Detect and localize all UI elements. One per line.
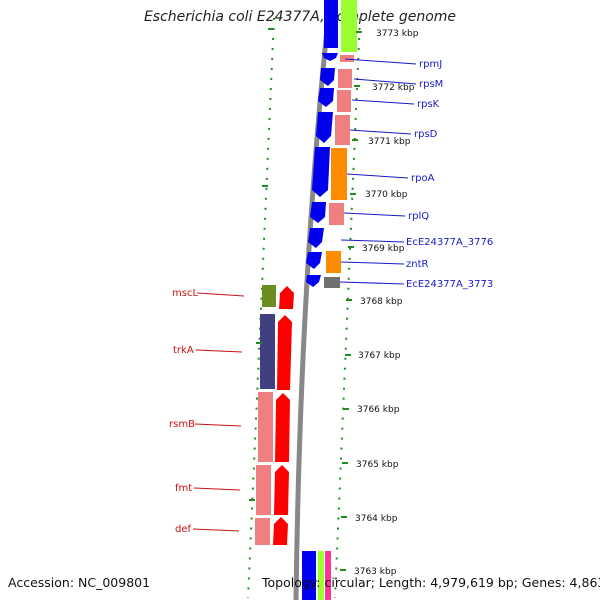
gene-arrow[interactable] [320,68,335,86]
gene-label[interactable]: rpoA [411,173,435,184]
tick-labels: 3773 kbp 3772 kbp 3771 kbp 3770 kbp 3769… [354,29,419,577]
cog-box[interactable] [326,251,341,273]
cog-box[interactable] [260,314,275,389]
gene-arrow[interactable] [302,551,316,600]
gene-arrow[interactable] [322,53,338,61]
gene-arrow[interactable] [279,286,294,309]
upper-cog-boxes [324,0,357,288]
gene-label[interactable]: rpsD [414,129,438,140]
inner-dotted-line [247,17,275,599]
lower-leader-lines [192,292,245,532]
gene-arrow[interactable] [306,275,321,287]
gene-label[interactable]: mscL [172,288,198,299]
gene-label[interactable]: trkA [173,345,194,356]
gene-label[interactable]: EcE24377A_3776 [406,237,493,248]
map-title: Escherichia coli E24377A, complete genom… [143,9,457,25]
cog-box[interactable] [329,203,344,225]
accession-text: Accession: NC_009801 [8,575,151,590]
gene-label[interactable]: zntR [406,259,429,270]
gene-label[interactable]: fmt [175,483,192,494]
gene-arrow[interactable] [308,228,324,248]
gene-arrow[interactable] [277,315,292,390]
upper-blue-genes [306,0,338,287]
tick-label: 3770 kbp [365,190,408,200]
cog-box[interactable] [258,392,273,462]
cog-box[interactable] [331,148,347,200]
gene-arrow[interactable] [275,393,290,462]
gene-arrow[interactable] [312,147,330,197]
cog-box[interactable] [262,285,276,307]
gene-label[interactable]: def [175,524,192,535]
gene-label[interactable]: rpsM [419,79,443,90]
lower-gene-labels: mscL trkA rsmB fmt def [169,288,198,535]
cog-box[interactable] [338,69,352,88]
gene-label[interactable]: EcE24377A_3773 [406,279,493,290]
bottom-genes [302,551,331,600]
gene-label[interactable]: rsmB [169,419,195,430]
gene-label[interactable]: rpsK [417,99,440,110]
tick-label: 3763 kbp [354,567,397,577]
cog-box[interactable] [325,551,331,600]
tick-label: 3772 kbp [372,83,415,93]
gene-arrow[interactable] [306,252,322,269]
tick-label: 3767 kbp [358,351,401,361]
tick-marks [249,28,362,571]
gene-label[interactable]: rpmJ [419,59,442,70]
gene-arrow[interactable] [318,88,334,107]
tick-label: 3766 kbp [357,405,400,415]
cog-box[interactable] [335,115,350,145]
cog-box[interactable] [341,0,357,52]
gene-arrow[interactable] [316,112,333,143]
upper-gene-labels: rpmJ rpsM rpsK rpsD rpoA rplQ EcE24377A_… [406,59,493,290]
gene-arrow[interactable] [310,202,326,223]
tick-label: 3765 kbp [356,460,399,470]
gene-arrow[interactable] [273,517,288,545]
tick-label: 3773 kbp [376,29,419,39]
lower-red-genes [273,286,294,545]
cog-box[interactable] [256,465,271,515]
gene-label[interactable]: rplQ [408,211,429,222]
lower-cog-boxes [255,285,276,545]
gene-arrow[interactable] [274,465,289,515]
cog-box[interactable] [337,90,351,112]
gene-arrow[interactable] [324,0,338,48]
cog-box[interactable] [324,277,340,288]
cog-box[interactable] [340,55,354,62]
cog-box[interactable] [318,551,324,600]
tick-label: 3764 kbp [355,514,398,524]
tick-label: 3769 kbp [362,244,405,254]
topology-text: Topology: circular; Length: 4,979,619 bp… [262,575,600,590]
upper-leader-lines [339,58,417,285]
tick-label: 3768 kbp [360,297,403,307]
cog-box[interactable] [255,518,270,545]
tick-label: 3771 kbp [368,137,411,147]
outer-dotted-line [334,17,361,599]
